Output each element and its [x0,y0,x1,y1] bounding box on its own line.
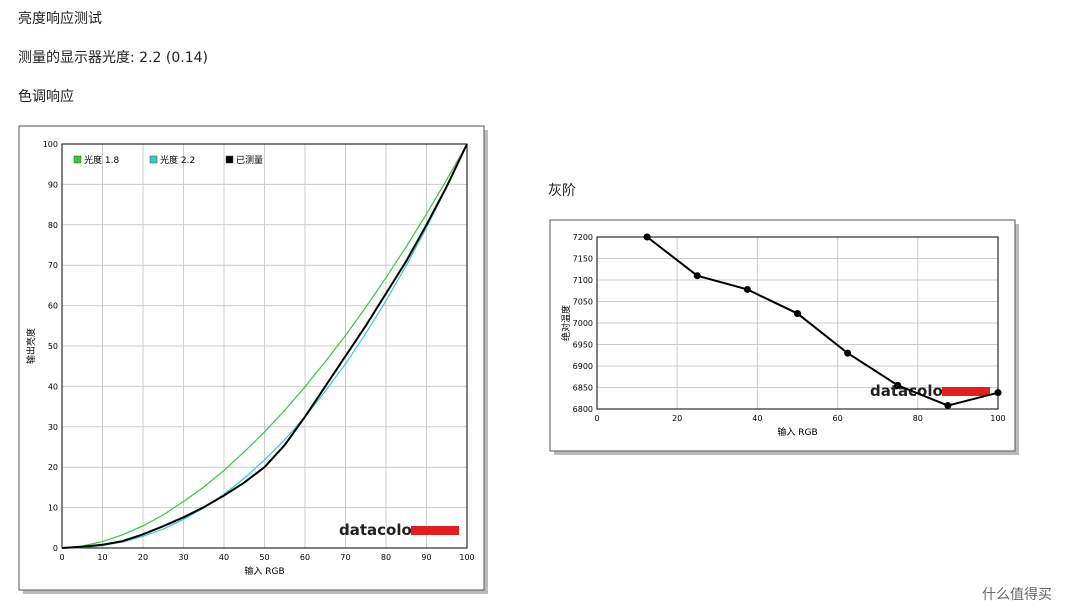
x-tick-label: 80 [913,414,923,423]
x-tick-label: 0 [594,414,599,423]
logo-bar [411,526,459,535]
legend-swatch [225,155,234,164]
x-tick-label: 50 [259,553,269,562]
y-tick-label: 40 [48,382,58,391]
series-line [61,143,468,549]
legend-swatch [149,155,158,164]
series-line [61,143,468,549]
data-point [693,272,701,280]
y-tick-label: 6900 [573,362,593,371]
x-axis-label: 输入 RGB [777,426,817,438]
frame [18,125,485,591]
y-tick-label: 10 [48,504,58,513]
y-tick-label: 7100 [573,276,593,285]
y-tick-label: 0 [53,544,58,553]
y-tick-label: 6950 [573,341,593,350]
y-axis-label: 绝对温度 [560,305,572,341]
logo: datacolor [870,382,951,400]
x-tick-label: 0 [59,553,64,562]
heading: 亮度响应测试 [18,11,102,27]
logo: datacolor [339,521,420,539]
y-tick-label: 80 [48,221,58,230]
x-tick-label: 40 [219,553,229,562]
x-tick-label: 100 [459,553,474,562]
x-tick-label: 40 [752,414,762,423]
x-tick-label: 80 [381,553,391,562]
data-point [794,310,801,318]
y-tick-label: 7050 [573,298,593,307]
x-tick-label: 10 [97,553,107,562]
x-tick-label: 20 [138,553,148,562]
y-tick-label: 100 [43,140,58,149]
y-tick-label: 70 [48,261,58,270]
plot-border [596,236,999,410]
data-point [643,233,651,241]
legend-swatch [73,155,82,164]
y-tick-label: 50 [48,342,58,351]
y-tick-label: 7200 [573,233,593,242]
data-point [743,285,751,293]
section-title: 色调响应 [18,89,74,105]
legend-label: 光度 2.2 [160,154,195,166]
section-title: 灰阶 [548,183,576,199]
y-tick-label: 20 [48,463,58,472]
x-tick-label: 70 [340,553,350,562]
y-tick-label: 60 [48,302,58,311]
frame [549,219,1016,452]
data-point [844,349,852,357]
frame-shadow [554,224,1019,455]
x-axis-label: 输入 RGB [244,565,284,577]
x-tick-label: 90 [421,553,431,562]
data-point [894,381,902,389]
y-tick-label: 90 [48,180,58,189]
x-tick-label: 60 [300,553,310,562]
frame-shadow [23,130,488,594]
legend-label: 光度 1.8 [84,154,119,166]
y-tick-label: 7000 [573,319,593,328]
x-tick-label: 100 [990,414,1005,423]
data-point [994,389,1002,397]
series-line [646,236,999,407]
logo-bar [942,387,990,396]
series-line [61,143,468,549]
x-tick-label: 60 [833,414,843,423]
y-tick-label: 6850 [573,384,593,393]
y-axis-label: 输出亮度 [25,328,37,364]
plot-border [61,143,468,549]
data-point [944,402,952,410]
legend-label: 已测量 [236,155,263,166]
x-tick-label: 20 [672,414,682,423]
y-tick-label: 7150 [573,255,593,264]
y-tick-label: 30 [48,423,58,432]
y-tick-label: 6800 [573,405,593,414]
watermark: 什么值得买 [982,587,1052,603]
gamma-line: 测量的显示器光度: 2.2 (0.14) [18,50,208,66]
x-tick-label: 30 [178,553,188,562]
